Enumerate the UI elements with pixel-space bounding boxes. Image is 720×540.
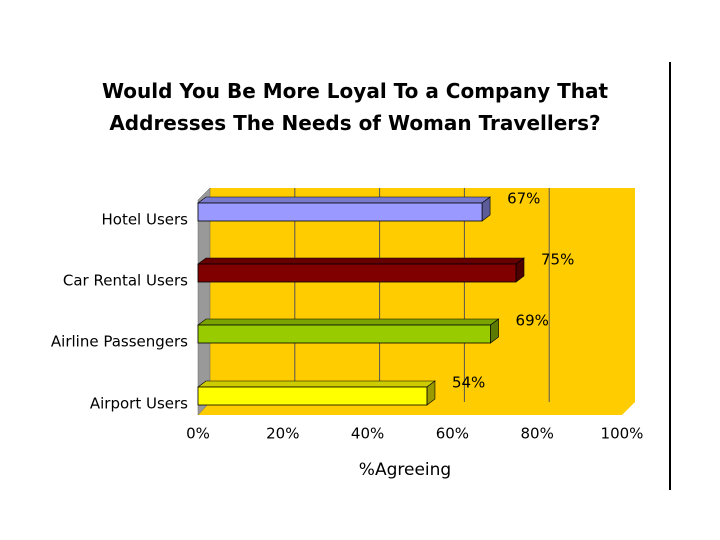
x-axis-label: %Agreeing — [359, 460, 451, 480]
bar — [197, 202, 483, 222]
x-tick-label: 80% — [521, 425, 554, 443]
y-tick-label: Car Rental Users — [63, 272, 188, 290]
y-tick-label: Airport Users — [90, 395, 188, 413]
bar — [197, 386, 428, 406]
value-label: 54% — [452, 374, 485, 392]
bar — [197, 324, 491, 344]
value-label: 67% — [507, 190, 540, 208]
bar-top — [197, 380, 436, 388]
x-tick-label: 40% — [351, 425, 384, 443]
x-tick-label: 0% — [186, 425, 210, 443]
value-label: 75% — [541, 251, 574, 269]
x-tick-label: 20% — [266, 425, 299, 443]
plot-wall — [198, 188, 635, 415]
bar — [197, 263, 517, 283]
chart-title: Would You Be More Loyal To a Company Tha… — [102, 79, 609, 135]
x-tick-label: 100% — [601, 425, 644, 443]
y-tick-label: Airline Passengers — [51, 333, 188, 351]
y-tick-label: Hotel Users — [101, 211, 188, 229]
bar-top — [197, 257, 525, 265]
bar-top — [197, 318, 500, 326]
x-tick-label: 60% — [436, 425, 469, 443]
value-label: 69% — [516, 312, 549, 330]
bar-top — [197, 196, 491, 204]
